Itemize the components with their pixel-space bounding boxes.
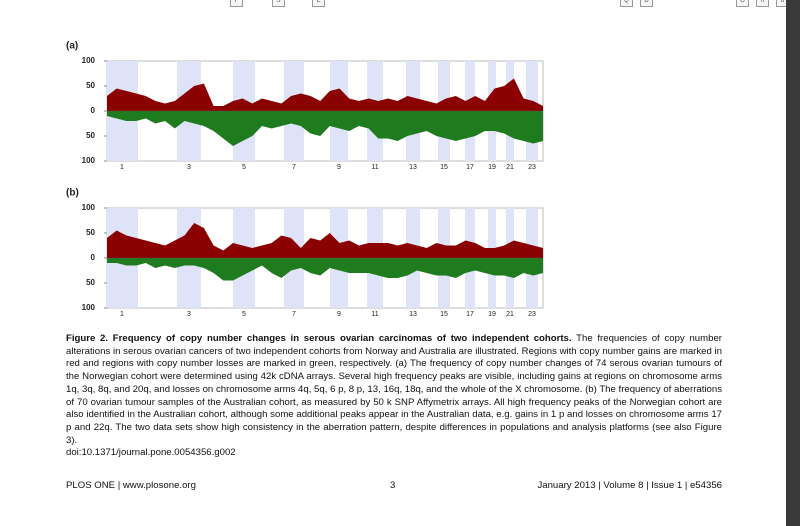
chromosome-label: 5: [242, 311, 246, 318]
chromosome-label: 13: [409, 311, 417, 318]
y-tick-label: 100: [82, 303, 96, 312]
panel-label: (b): [66, 188, 79, 199]
chromosome-label: 5: [242, 164, 246, 171]
chromosome-label: 17: [466, 164, 474, 171]
chromosome-label: 7: [292, 164, 296, 171]
y-tick-label: 50: [86, 278, 95, 287]
toolbar-button[interactable]: S: [272, 0, 285, 7]
y-tick-label: 100: [82, 56, 96, 65]
chromosome-label: 19: [488, 311, 496, 318]
chromosome-label: 15: [440, 164, 448, 171]
toolbar-button[interactable]: Q: [620, 0, 633, 7]
chromosome-label: 7: [292, 311, 296, 318]
page-number: 3: [390, 480, 396, 491]
chromosome-label: 1: [120, 164, 124, 171]
chromosome-label: 15: [440, 311, 448, 318]
chromosome-label: 9: [337, 311, 341, 318]
chromosome-label: 1: [120, 311, 124, 318]
y-tick-label: 0: [91, 106, 96, 115]
footer-left: PLOS ONE | www.plosone.org: [66, 480, 196, 491]
chromosome-label: 23: [528, 164, 536, 171]
toolbar-button[interactable]: F: [230, 0, 243, 7]
chromosome-label: 11: [371, 164, 378, 171]
caption: Figure 2. Frequency of copy number chang…: [66, 333, 722, 460]
toolbar-button[interactable]: D: [640, 0, 653, 7]
y-tick-label: 50: [86, 228, 95, 237]
y-tick-label: 100: [82, 156, 96, 165]
chromosome-label: 9: [337, 164, 341, 171]
chromosome-label: 17: [466, 311, 474, 318]
toolbar-button[interactable]: G: [736, 0, 749, 7]
toolbar-button[interactable]: 0: [756, 0, 769, 7]
y-tick-label: 100: [82, 203, 96, 212]
frequency-area: [107, 111, 543, 146]
y-tick-label: 50: [86, 81, 95, 90]
frequency-area: [107, 78, 543, 111]
chromosome-label: 3: [187, 164, 191, 171]
window-edge: [786, 0, 800, 526]
chromosome-label: 3: [187, 311, 191, 318]
chromosome-label: 13: [409, 164, 417, 171]
chromosome-label: 11: [371, 311, 378, 318]
chromosome-label: 21: [506, 311, 514, 318]
caption-text: The frequencies of copy number alteratio…: [66, 333, 722, 446]
chromosome-label: 23: [528, 311, 536, 318]
caption-title: Figure 2. Frequency of copy number chang…: [66, 333, 572, 344]
chromosome-label: 19: [488, 164, 496, 171]
y-tick-label: 50: [86, 131, 95, 140]
panel-label: (a): [66, 41, 78, 52]
doi: doi:10.1371/journal.pone.0054356.g002: [66, 447, 236, 459]
toolbar-button[interactable]: E: [312, 0, 325, 7]
frequency-area: [107, 258, 543, 281]
y-tick-label: 0: [91, 253, 96, 262]
chromosome-label: 21: [506, 164, 514, 171]
frequency-area: [107, 223, 543, 258]
footer-right: January 2013 | Volume 8 | Issue 1 | e543…: [537, 480, 722, 491]
